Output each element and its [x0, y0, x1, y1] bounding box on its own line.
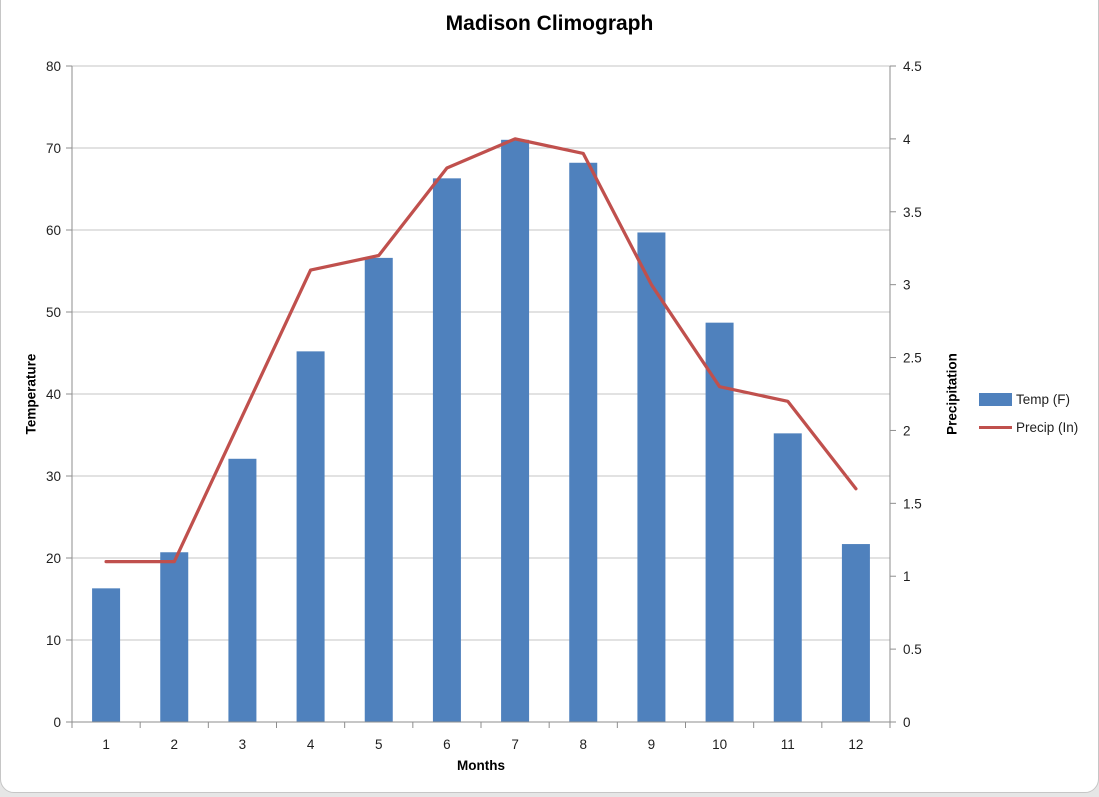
- right-axis-tick-label: 2: [903, 423, 911, 438]
- x-axis-tick-label: 8: [579, 737, 587, 752]
- x-axis-tick-label: 12: [848, 737, 863, 752]
- left-axis-tick-label: 80: [46, 59, 61, 74]
- x-axis-tick-label: 11: [781, 737, 795, 752]
- bar-month-7[interactable]: [501, 139, 530, 723]
- right-axis-tick-label: 4: [903, 132, 911, 147]
- bar-month-11[interactable]: [773, 433, 802, 722]
- x-axis-tick-label: 2: [170, 737, 178, 752]
- bar-month-1[interactable]: [92, 588, 121, 722]
- x-axis-tick-label: 5: [375, 737, 383, 752]
- bar-month-12[interactable]: [841, 544, 870, 722]
- precip-series-swatch-icon: [979, 426, 1012, 429]
- right-axis-tick-label: 0.5: [903, 642, 922, 657]
- x-axis-tick-label: 7: [511, 737, 519, 752]
- x-axis-tick-label: 1: [102, 737, 110, 752]
- left-axis-tick-label: 30: [46, 469, 61, 484]
- left-axis-tick-label: 20: [46, 551, 61, 566]
- legend: Temp (F) Precip (In): [979, 392, 1078, 435]
- bar-month-2[interactable]: [160, 552, 189, 722]
- legend-item-temp[interactable]: Temp (F): [979, 392, 1078, 407]
- bar-month-8[interactable]: [569, 162, 598, 722]
- x-axis-tick-label: 9: [648, 737, 656, 752]
- right-axis-tick-label: 3: [903, 278, 911, 293]
- bar-month-10[interactable]: [705, 322, 734, 722]
- right-axis-title: Precipitation: [944, 353, 960, 435]
- bar-month-9[interactable]: [637, 232, 666, 722]
- x-axis-tick-label: 4: [307, 737, 315, 752]
- x-axis-tick-label: 10: [712, 737, 727, 752]
- left-axis-tick-label: 50: [46, 305, 61, 320]
- right-axis-tick-label: 0: [903, 715, 911, 730]
- left-axis-tick-label: 60: [46, 223, 61, 238]
- legend-label-temp: Temp (F): [1016, 392, 1070, 407]
- precip-line[interactable]: [104, 137, 858, 564]
- chart-title: Madison Climograph: [445, 12, 654, 35]
- bar-month-6[interactable]: [432, 178, 461, 723]
- right-axis-tick-label: 1.5: [903, 496, 922, 511]
- left-axis-title: Temperature: [23, 353, 39, 435]
- legend-label-precip: Precip (In): [1016, 420, 1079, 435]
- bar-month-5[interactable]: [364, 257, 393, 722]
- left-axis-tick-label: 0: [53, 715, 61, 730]
- right-axis-tick-label: 3.5: [903, 205, 922, 220]
- right-axis-tick-label: 2.5: [903, 351, 922, 366]
- x-axis-tick-label: 6: [443, 737, 451, 752]
- left-axis-tick-label: 40: [46, 387, 61, 402]
- left-axis-tick-label: 70: [46, 141, 61, 156]
- x-axis-tick-label: 3: [239, 737, 247, 752]
- temp-series-swatch-icon: [979, 393, 1012, 406]
- legend-item-precip[interactable]: Precip (In): [979, 420, 1078, 435]
- bar-month-4[interactable]: [296, 351, 325, 722]
- left-axis-tick-label: 10: [46, 633, 61, 648]
- right-axis-tick-label: 1: [903, 569, 911, 584]
- x-axis-title: Months: [457, 758, 505, 773]
- right-axis-tick-label: 4.5: [903, 59, 922, 74]
- bar-month-3[interactable]: [228, 458, 257, 722]
